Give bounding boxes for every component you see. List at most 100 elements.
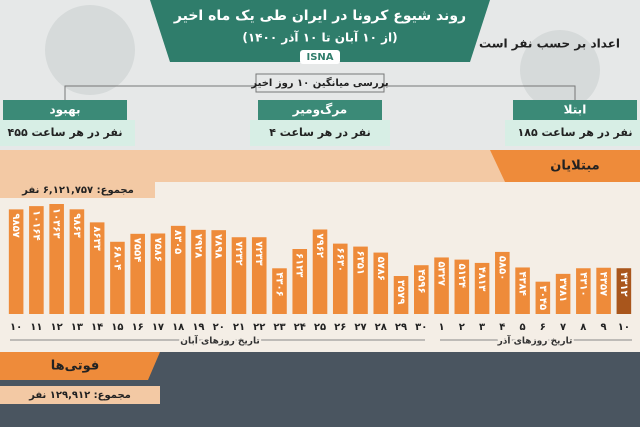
bar <box>312 229 328 314</box>
bar <box>474 262 490 314</box>
value-label: ۶۳۵۱ <box>355 251 366 275</box>
value-label: ۹۸۵۷ <box>10 213 21 237</box>
card-body <box>0 120 135 146</box>
value-label: ۷۲۳۳ <box>253 241 264 265</box>
bar <box>170 225 186 314</box>
bar <box>576 268 591 314</box>
x-tick-label: ۲۱ <box>233 322 245 333</box>
card-title: ابتلا <box>564 103 587 117</box>
deaths-total: مجموع: ۱۲۹,۹۱۲ نفر <box>28 390 131 401</box>
bar <box>434 257 449 314</box>
deaths-title: فوتی‌ها <box>51 359 100 374</box>
x-tick-label: ۳ <box>479 322 485 333</box>
bar <box>272 268 287 314</box>
value-label: ۷۵۸۶ <box>152 237 163 261</box>
x-tick-label: ۴ <box>499 322 505 333</box>
value-label: ۹۸۶۳ <box>71 213 82 237</box>
source-badge <box>300 50 340 64</box>
value-label: ۱۰۱۶۴ <box>30 210 41 241</box>
value-label: ۷۵۵۴ <box>132 238 143 262</box>
bar <box>373 252 389 314</box>
value-label: ۴۳۵۷ <box>598 272 609 296</box>
cases-total: مجموع: ۶,۱۲۱,۷۵۷ نفر <box>21 185 134 196</box>
x-tick-label: ۱۷ <box>152 322 164 333</box>
bar <box>353 246 368 314</box>
value-label: ۵۱۲۴ <box>456 264 467 288</box>
x-tick-label: ۲۳ <box>273 322 285 333</box>
bar <box>535 281 551 314</box>
x-tick-label: ۱۸ <box>172 322 184 333</box>
bar <box>393 276 409 314</box>
value-label: ۴۳۸۴ <box>517 271 528 295</box>
value-label: ۴۸۱۳ <box>476 267 487 291</box>
deaths-total-box <box>0 386 160 404</box>
bar <box>616 268 632 314</box>
x-tick-label: ۱۵ <box>111 322 123 333</box>
value-label: ۴۳۱۰ <box>577 272 588 296</box>
value-label: ۳۷۸۱ <box>557 278 568 302</box>
bar <box>596 267 611 314</box>
x-tick-label: ۲ <box>459 322 465 333</box>
card-body <box>250 120 390 146</box>
bar <box>89 222 105 314</box>
bar <box>130 233 145 314</box>
bar <box>191 229 206 314</box>
bar <box>150 233 166 314</box>
bar <box>292 249 308 314</box>
value-label: ۳۰۴۵ <box>537 286 548 310</box>
value-label: ۶۱۲۳ <box>294 253 305 277</box>
value-label: ۶۸۰۴ <box>111 246 122 270</box>
cases-title: مبتلایان <box>550 159 599 174</box>
x-tick-label: ۱۰ <box>618 322 630 333</box>
cases-tab <box>490 150 640 182</box>
bar <box>555 273 571 314</box>
subtitle: (از ۱۰ آبان تا ۱۰ آذر ۱۴۰۰) <box>242 30 397 45</box>
x-tick-label: ۷ <box>560 322 566 333</box>
bar <box>495 251 510 314</box>
bar <box>413 265 429 314</box>
value-label: ۷۹۶۲ <box>314 233 325 257</box>
virus-decor <box>45 5 135 95</box>
card-title: مرگ‌ومیر <box>292 102 347 118</box>
card-header <box>258 100 382 120</box>
x-tick-label: ۲۵ <box>314 322 326 333</box>
x-tick-label: ۱۴ <box>91 322 103 333</box>
x-tick-label: ۵ <box>520 322 526 333</box>
deaths-tab <box>0 352 160 380</box>
card-header <box>513 100 637 120</box>
x-tick-label: ۲۸ <box>375 322 387 333</box>
bar <box>251 237 267 314</box>
card-header <box>3 100 127 120</box>
x-tick-label: ۶ <box>540 322 546 333</box>
x-tick-label: ۸ <box>580 322 586 333</box>
average-label: بررسی میانگین ۱۰ روز اخیر <box>250 76 388 89</box>
value-label: ۴۳۰۶ <box>273 272 284 296</box>
bar <box>454 259 470 314</box>
value-label: ۸۳۰۵ <box>172 230 183 254</box>
bar <box>515 267 530 314</box>
value-label: ۷۸۹۸ <box>213 234 224 258</box>
x-tick-label: ۲۶ <box>334 322 346 333</box>
bar <box>231 237 247 314</box>
x-tick-label: ۱۳ <box>71 322 83 333</box>
average-box <box>255 73 385 93</box>
value-label: ۴۳۱۲ <box>618 272 629 296</box>
x-tick-label: ۳۰ <box>415 322 427 333</box>
x-tick-label: ۱۹ <box>192 322 204 333</box>
x-tick-label: ۹ <box>601 322 607 333</box>
card-body <box>505 120 640 146</box>
title: روند شیوع کرونا در ایران طی یک ماه اخیر <box>173 8 466 24</box>
group-label: تاریخ روزهای آبان <box>180 335 259 347</box>
x-tick-label: ۱ <box>438 322 444 333</box>
value-label: ۵۷۸۶ <box>375 257 386 281</box>
value-label: ۵۳۲۷ <box>436 261 447 285</box>
note: اعداد بر حسب نفر است <box>479 37 620 51</box>
group-label: تاریخ روزهای آذر <box>497 335 573 347</box>
total-box <box>0 182 155 198</box>
card-title: بهبود <box>49 103 80 118</box>
value-label: ۷۲۳۲ <box>233 241 244 265</box>
x-tick-label: ۲۹ <box>395 322 407 333</box>
bar <box>332 243 348 314</box>
value-label: ۷۹۲۸ <box>192 234 203 258</box>
